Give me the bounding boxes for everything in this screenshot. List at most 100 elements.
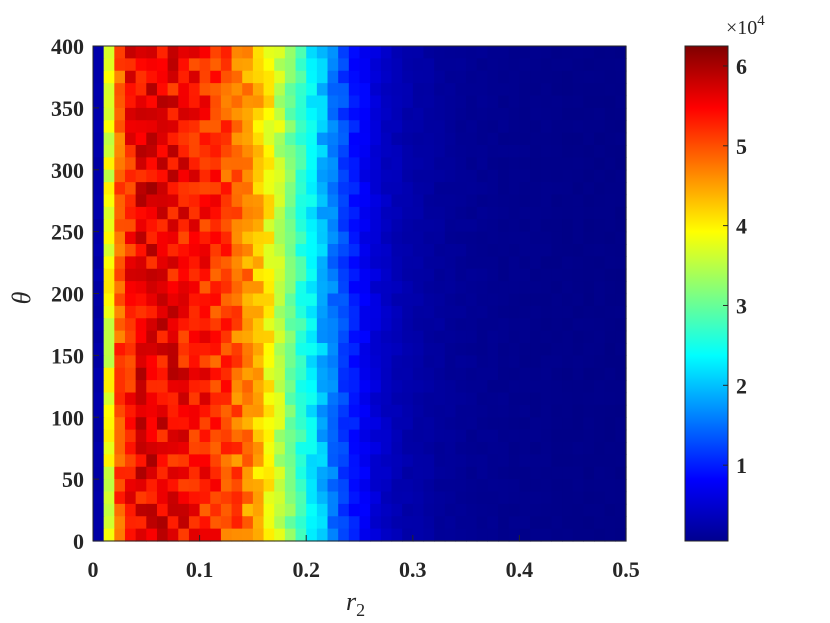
heatmap-cell [370, 466, 382, 480]
heatmap-cell [604, 83, 616, 97]
heatmap-cell [156, 194, 169, 208]
heatmap-cell [242, 293, 254, 307]
heatmap-cell [594, 95, 606, 109]
heatmap-cell [519, 392, 531, 406]
heatmap-cell [295, 442, 307, 455]
heatmap-cell [124, 206, 137, 220]
heatmap-cell [146, 169, 158, 183]
heatmap-cell [402, 491, 414, 505]
heatmap-cell [103, 46, 115, 59]
heatmap-cell [263, 392, 275, 406]
heatmap-cell [604, 120, 616, 134]
heatmap-cell [530, 107, 542, 121]
heatmap-cell [487, 404, 499, 418]
heatmap-cell [274, 330, 286, 344]
heatmap-cell [519, 120, 531, 134]
heatmap-cell [167, 429, 179, 443]
heatmap-cell [519, 491, 531, 505]
heatmap-cell [274, 429, 286, 443]
heatmap-cell [348, 182, 361, 196]
heatmap-cell [316, 206, 329, 220]
heatmap-cell [135, 417, 147, 431]
heatmap-cell [295, 95, 307, 109]
heatmap-cell [604, 194, 616, 208]
heatmap-cell [487, 95, 499, 109]
heatmap-cell [370, 46, 382, 59]
heatmap-cell [540, 231, 552, 245]
heatmap-cell [604, 318, 616, 332]
heatmap-cell [210, 355, 222, 369]
heatmap-cell [370, 194, 382, 208]
heatmap-cell [391, 318, 403, 332]
heatmap-cell [242, 219, 254, 233]
heatmap-cell [252, 466, 265, 480]
heatmap-cell [295, 182, 307, 196]
heatmap-cell [210, 268, 222, 282]
heatmap-cell [306, 429, 318, 443]
heatmap-cell [338, 169, 350, 183]
heatmap-cell [93, 107, 105, 121]
heatmap-cell [124, 429, 137, 443]
heatmap-cell [583, 404, 595, 418]
heatmap-cell [444, 169, 457, 183]
heatmap-cell [551, 404, 563, 418]
heatmap-cell [604, 268, 616, 282]
heatmap-cell [135, 231, 147, 245]
heatmap-cell [476, 392, 489, 406]
heatmap-cell [306, 516, 318, 530]
heatmap-cell [167, 281, 179, 295]
heatmap-cell [188, 454, 201, 468]
heatmap-cell [508, 429, 520, 443]
heatmap-cell [572, 281, 584, 295]
heatmap-cell [391, 491, 403, 505]
heatmap-cell [359, 528, 371, 542]
x-tick-label: 0.3 [399, 557, 427, 582]
heatmap-cell [434, 268, 446, 282]
heatmap-cell [338, 305, 350, 319]
heatmap-cell [583, 528, 595, 542]
heatmap-cell [295, 318, 307, 332]
heatmap-cell [295, 58, 307, 72]
heatmap-cell [274, 281, 286, 295]
heatmap-cell [412, 479, 425, 493]
heatmap-cell [615, 194, 627, 208]
heatmap-cell [530, 404, 542, 418]
heatmap-cell [231, 194, 243, 208]
heatmap-cell [380, 46, 393, 59]
heatmap-cell [103, 244, 115, 257]
heatmap-cell [167, 268, 179, 282]
heatmap-cell [615, 157, 627, 171]
heatmap-cell [498, 132, 510, 146]
heatmap-cell [274, 83, 286, 97]
heatmap-cell [93, 70, 105, 84]
heatmap-cell [434, 330, 446, 344]
heatmap-cell [210, 466, 222, 480]
heatmap-cell [380, 454, 393, 468]
heatmap-cell [306, 231, 318, 245]
heatmap-cell [551, 429, 563, 443]
heatmap-cell [476, 404, 489, 418]
heatmap-cell [199, 58, 211, 72]
heatmap-cell [487, 330, 499, 344]
heatmap-cell [530, 58, 542, 72]
heatmap-cell [604, 343, 616, 356]
heatmap-cell [167, 367, 179, 381]
heatmap-cell [220, 58, 233, 72]
heatmap-cell [359, 479, 371, 493]
heatmap-cell [572, 83, 584, 97]
heatmap-cell [199, 70, 211, 84]
heatmap-cell [508, 442, 520, 455]
heatmap-cell [615, 206, 627, 220]
heatmap-cell [93, 46, 105, 59]
heatmap-cell [114, 491, 126, 505]
heatmap-cell [434, 244, 446, 257]
heatmap-cell [199, 157, 211, 171]
heatmap-cell [519, 466, 531, 480]
heatmap-cell [220, 466, 233, 480]
heatmap-cell [135, 132, 147, 146]
heatmap-cell [295, 491, 307, 505]
heatmap-cell [380, 206, 393, 220]
heatmap-cell [231, 293, 243, 307]
heatmap-cell [188, 392, 201, 406]
heatmap-cell [562, 107, 574, 121]
